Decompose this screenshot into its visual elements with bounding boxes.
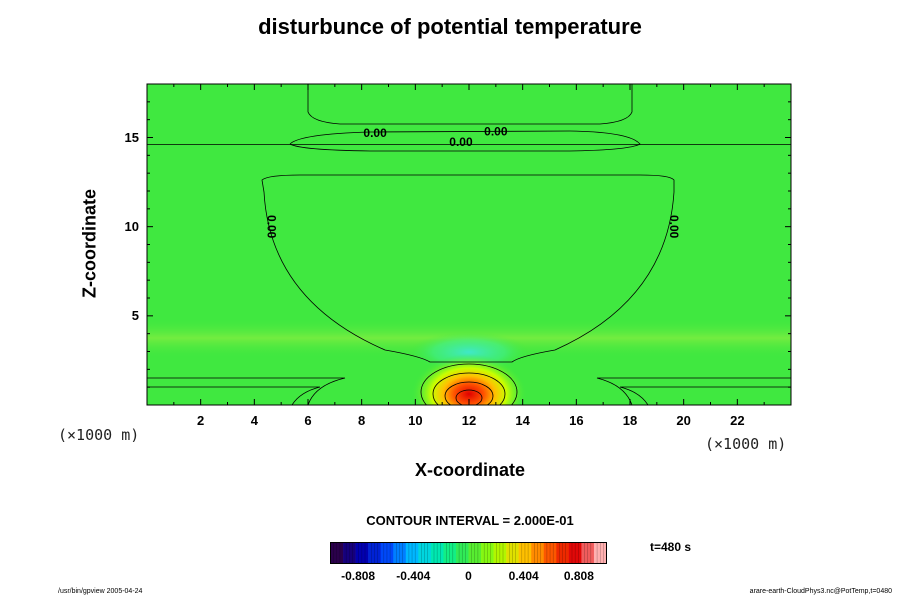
z-unit-label: (×1000 m)	[58, 426, 140, 444]
colorbar-swatch	[481, 542, 494, 564]
colorbar-tick-label: 0.404	[508, 569, 539, 583]
x-axis-label: X-coordinate	[414, 460, 525, 480]
colorbar-swatch	[443, 542, 457, 564]
x-tick-label: 6	[304, 413, 312, 428]
colorbar-swatch	[343, 542, 356, 564]
colorbar-tick-label: -0.808	[341, 569, 376, 583]
x-tick-label: 22	[730, 413, 745, 428]
y-axis-label: Z-coordinate	[79, 189, 100, 299]
y-tick-label: 5	[131, 307, 139, 323]
footer-right: arare-earth-CloudPhys3.nc@PotTemp,t=0480	[749, 588, 892, 595]
x-unit-label: (×1000 m)	[705, 435, 787, 453]
colorbar-tick-label: 0	[465, 569, 472, 583]
y-tick-label: 15	[124, 129, 139, 145]
colorbar-swatch	[493, 542, 507, 564]
colorbar-swatch	[380, 542, 394, 564]
colorbar-swatch	[581, 542, 595, 564]
colorbar-swatch	[593, 542, 607, 564]
x-tick-label: 8	[358, 413, 366, 428]
colorbar	[330, 542, 607, 564]
colorbar-swatch	[393, 542, 407, 564]
contour-label: 0.00	[484, 124, 508, 138]
warm-anomaly	[411, 354, 527, 405]
colorbar-swatch	[368, 542, 381, 564]
contour-interval-text: CONTOUR INTERVAL = 2.000E-01	[366, 513, 574, 528]
colorbar-tick-label: -0.404	[396, 569, 431, 583]
x-tick-label: 16	[569, 413, 584, 428]
contour-label: 0.00	[264, 215, 278, 239]
x-tick-label: 12	[461, 413, 477, 428]
colorbar-swatch	[531, 542, 545, 564]
contour-label: 0.00	[449, 135, 473, 149]
colorbar-swatch	[556, 542, 570, 564]
x-tick-label: 18	[622, 413, 638, 428]
colorbar-tick-label: 0.808	[563, 569, 594, 583]
colorbar-swatch	[355, 542, 369, 564]
x-tick-label: 20	[676, 413, 691, 428]
colorbar-swatch	[405, 542, 419, 564]
x-tick-label: 10	[408, 413, 423, 428]
colorbar-swatch	[518, 542, 532, 564]
x-tick-label: 4	[250, 413, 258, 428]
colorbar-swatch	[568, 542, 582, 564]
time-label: t=480 s	[650, 540, 692, 554]
colorbar-swatch	[468, 542, 482, 564]
colorbar-swatch	[430, 542, 444, 564]
contour-labels: 0.00 0.00 0.00 0.00 0.00	[264, 124, 681, 238]
contour-label: 0.00	[667, 215, 681, 239]
x-tick-label: 14	[515, 413, 530, 428]
colorbar-swatch	[330, 542, 344, 564]
colorbar-swatch	[455, 542, 469, 564]
colorbar-swatch	[506, 542, 519, 564]
colorbar-swatch	[418, 542, 432, 564]
contour-label: 0.00	[363, 126, 387, 140]
colorbar-swatch	[543, 542, 557, 564]
x-tick-label: 2	[197, 413, 205, 428]
y-tick-label: 10	[124, 218, 139, 234]
chart-title: disturbunce of potential temperature	[258, 14, 642, 39]
footer-left: /usr/bin/gpview 2005-04-24	[58, 588, 143, 595]
